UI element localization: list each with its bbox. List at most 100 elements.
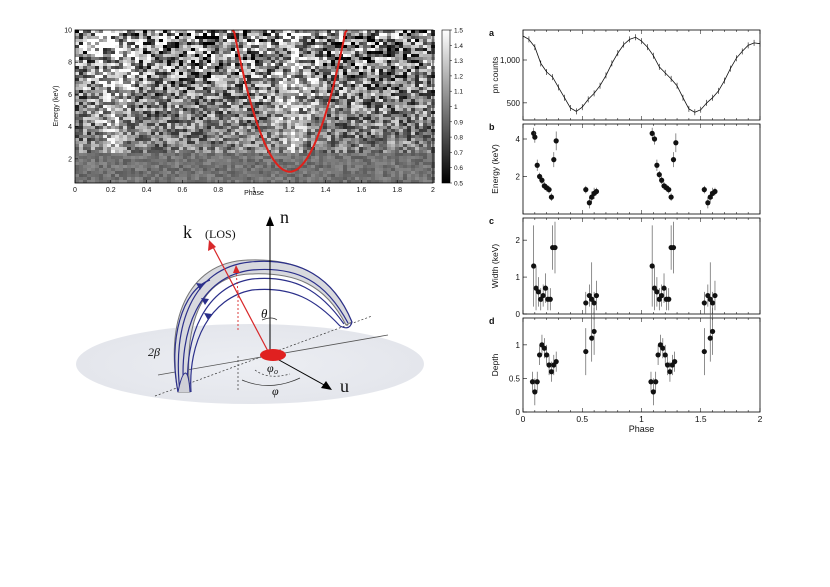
spectrogram-cell [383,87,387,90]
spectrogram-cell [391,135,395,138]
spectrogram-cell [259,129,263,132]
spectrogram-cell [195,141,199,144]
spectrogram-cell [191,51,195,54]
spectrogram-cell [231,51,235,54]
spectrogram-cell [363,66,367,69]
spectrogram-cell [131,180,135,183]
spectrogram-cell [403,150,407,153]
spectrogram-cell [183,36,187,39]
spectrogram-cell [123,33,127,36]
spectrogram-cell [295,171,299,174]
spectrogram-cell [83,108,87,111]
spectrogram-cell [351,105,355,108]
spectrogram-cell [343,60,347,63]
spectrogram-cell [299,111,303,114]
data-point [542,285,549,291]
spectrogram-cell [183,180,187,183]
spectrogram-cell [183,138,187,141]
spectrogram-cell [411,57,415,60]
spectrogram-cell [403,138,407,141]
spectrogram-cell [371,99,375,102]
spectrogram-cell [375,108,379,111]
spectrogram-cell [411,138,415,141]
spectrogram-cell [135,99,139,102]
spectrogram-cell [123,51,127,54]
spectrogram-cell [195,93,199,96]
spectrogram-cell [395,30,399,33]
spectrogram-cell [315,150,319,153]
spectrogram-cell [387,177,391,180]
spectrogram-cell [199,123,203,126]
spectrogram-cell [171,84,175,87]
spectrogram-cell [95,174,99,177]
spectrogram-cell [283,99,287,102]
spectrogram-cell [131,69,135,72]
spectrogram-cell [371,102,375,105]
spectrogram-cell [419,165,423,168]
spectrogram-cell [215,123,219,126]
spectrogram-cell [227,147,231,150]
spectrogram-cell [375,51,379,54]
spectrogram-cell [139,108,143,111]
spectrogram-cell [387,60,391,63]
spectrogram-cell [391,177,395,180]
spectrogram-cell [87,30,91,33]
spectrogram-cell [127,177,131,180]
spectrogram-cell [227,96,231,99]
spectrogram-cell [259,90,263,93]
spectrogram-cell [391,156,395,159]
spectrogram-cell [175,81,179,84]
spectrogram-cell [283,162,287,165]
spectrogram-cell [107,99,111,102]
spectrogram-cell [207,96,211,99]
spectrogram-cell [183,171,187,174]
spectrogram-cell [263,63,267,66]
spectrogram-cell [99,60,103,63]
spectrogram-cell [375,177,379,180]
spectrogram-cell [427,54,431,57]
spectrogram-cell [267,57,271,60]
spectrogram-cell [159,141,163,144]
spectrogram-cell [163,90,167,93]
spectrogram-cell [411,153,415,156]
spectrogram-cell [267,45,271,48]
spectrogram-cell [319,48,323,51]
spectrogram-cell [307,168,311,171]
spectrogram-cell [155,81,159,84]
spectrogram-cell [267,162,271,165]
spectrogram-cell [407,102,411,105]
spectrogram-cell [195,63,199,66]
spectrogram-cell [91,171,95,174]
spectrogram-cell [327,153,331,156]
spectrogram-cell [415,171,419,174]
spectrogram-cell [167,63,171,66]
spectrogram-cell [95,30,99,33]
spectrogram-cell [227,54,231,57]
spectrogram-cell [251,129,255,132]
spectrogram-cell [195,168,199,171]
spectrogram-cell [303,60,307,63]
spectrogram-cell [319,111,323,114]
spectrogram-cell [243,144,247,147]
spectrogram-cell [243,159,247,162]
spectrogram-cell [427,141,431,144]
spectrogram-cell [295,144,299,147]
spectrogram-cell [79,180,83,183]
colorbar-tick-label: 0.9 [454,119,463,126]
spectrogram-cell [175,165,179,168]
spectrogram-cell [423,147,427,150]
spectrogram-cell [207,33,211,36]
spectrogram-cell [215,99,219,102]
spectrogram-cell [367,153,371,156]
spectrogram-cell [207,102,211,105]
spectrogram-cell [223,48,227,51]
spectrogram-cell [119,93,123,96]
spectrogram-cell [351,72,355,75]
spectrogram-cell [267,72,271,75]
spectrogram-cell [411,30,415,33]
spectrogram-cell [87,147,91,150]
spectrogram-cell [103,171,107,174]
spectrogram-cell [271,75,275,78]
spectrogram-cell [195,126,199,129]
spectrogram-cell [175,180,179,183]
